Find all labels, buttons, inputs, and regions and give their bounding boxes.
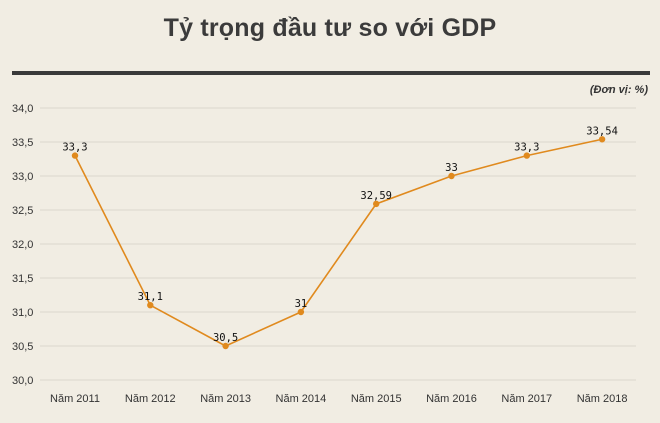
series — [71, 136, 606, 350]
grid-lines — [40, 107, 636, 381]
y-tick-label: 30,0 — [12, 375, 33, 387]
y-tick-label: 34,0 — [12, 103, 33, 115]
data-label: 32,59 — [360, 190, 392, 202]
data-label: 33,3 — [514, 142, 539, 154]
x-tick-label: Năm 2014 — [276, 393, 327, 405]
series-line — [74, 138, 603, 347]
x-tick-label: Năm 2017 — [501, 393, 552, 405]
data-label: 33 — [445, 162, 458, 174]
x-tick-label: Năm 2011 — [50, 393, 100, 405]
data-labels: 33,3 31,1 30,5 31 32,59 33 33,3 33,54 — [62, 125, 618, 344]
data-label: 33,3 — [62, 142, 87, 154]
x-tick-label: Năm 2012 — [125, 393, 176, 405]
x-tick-label: Năm 2015 — [351, 393, 402, 405]
y-tick-label: 31,0 — [12, 307, 33, 319]
data-point — [147, 302, 154, 309]
y-tick-label: 31,5 — [12, 273, 33, 285]
chart-title: Tỷ trọng đầu tư so với GDP — [163, 14, 497, 42]
y-axis-ticks: 30,0 30,5 31,0 31,5 32,0 32,5 33,0 33,5 34,0 — [12, 103, 33, 387]
y-tick-label: 32,5 — [12, 205, 33, 217]
x-tick-label: Năm 2016 — [426, 393, 477, 405]
unit-note: (Đơn vị: %) — [589, 84, 648, 96]
data-point — [222, 342, 229, 350]
y-tick-label: 32,0 — [12, 239, 33, 251]
x-axis-ticks: Năm 2011 Năm 2012 Năm 2013 Năm 2014 Năm 2015… — [50, 393, 627, 405]
data-point — [598, 136, 606, 143]
data-point — [297, 308, 305, 316]
x-tick-label: Năm 2013 — [200, 393, 251, 405]
data-label: 30,5 — [213, 332, 238, 344]
y-tick-label: 33,0 — [12, 171, 33, 183]
data-point — [448, 172, 455, 180]
data-label: 31,1 — [138, 291, 163, 303]
x-tick-label: Năm 2018 — [577, 393, 628, 405]
y-tick-label: 30,5 — [12, 341, 33, 353]
data-point — [373, 200, 380, 208]
data-point — [71, 152, 79, 159]
data-label: 33,54 — [586, 125, 618, 137]
data-label: 31 — [295, 298, 308, 310]
y-tick-label: 33,5 — [12, 137, 33, 149]
title-divider — [12, 71, 650, 75]
data-point — [523, 152, 530, 159]
